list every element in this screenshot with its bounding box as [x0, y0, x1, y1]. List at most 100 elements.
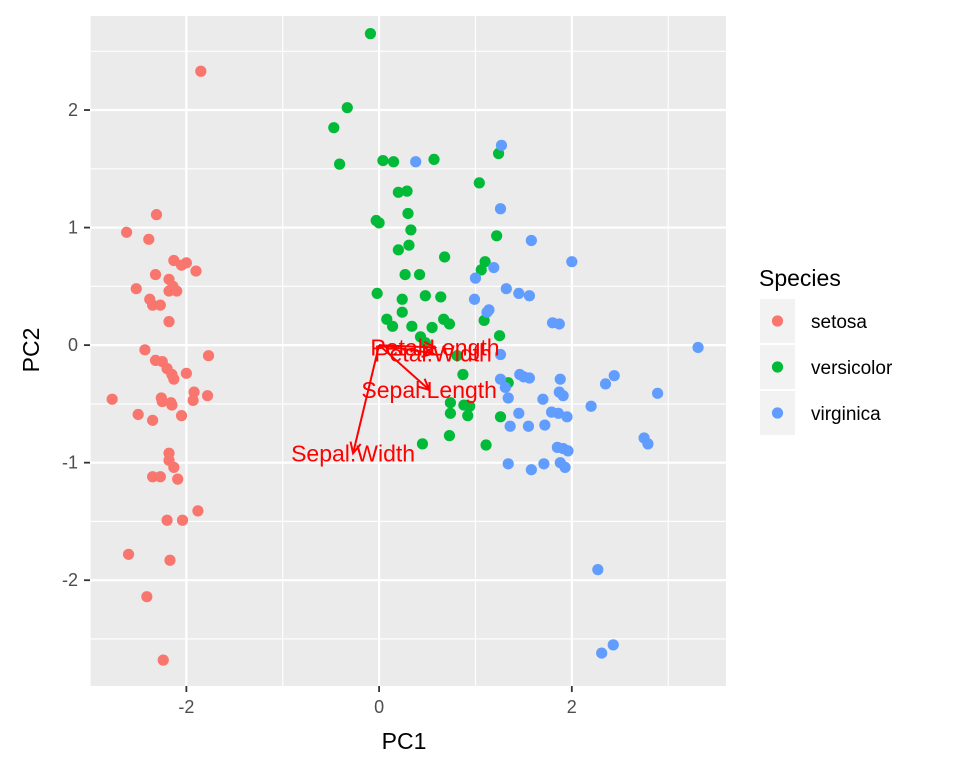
- data-point-setosa: [149, 268, 162, 281]
- data-point-setosa: [195, 65, 207, 77]
- data-point-virginica: [557, 390, 569, 402]
- loading-arrow: [378, 344, 430, 391]
- data-point-versicolor: [444, 397, 456, 409]
- data-point-setosa: [139, 344, 151, 356]
- data-point-virginica: [500, 283, 512, 295]
- data-point-virginica: [504, 420, 516, 432]
- data-point-setosa: [161, 514, 173, 526]
- data-point-virginica: [494, 203, 507, 215]
- data-point-setosa: [106, 393, 118, 405]
- data-point-versicolor: [428, 153, 440, 166]
- data-point-setosa: [175, 259, 188, 271]
- data-point-versicolor: [416, 438, 429, 450]
- data-point-setosa: [168, 373, 180, 385]
- y-tick-label: -2: [62, 570, 78, 590]
- data-point-versicolor: [493, 330, 506, 342]
- legend-label-versicolor: versicolor: [811, 358, 893, 379]
- data-point-setosa: [166, 399, 178, 411]
- data-point-virginica: [538, 458, 550, 470]
- data-point-setosa: [176, 514, 189, 526]
- data-point-setosa: [147, 471, 159, 483]
- data-point-setosa: [132, 408, 144, 421]
- data-point-versicolor: [392, 244, 404, 256]
- data-point-virginica: [607, 639, 619, 651]
- data-point-versicolor: [473, 177, 485, 189]
- axes: -2 0 2 -2 -1 0 1 2: [62, 100, 577, 717]
- data-point-versicolor: [392, 186, 404, 198]
- data-point-setosa: [154, 299, 166, 311]
- data-point-setosa: [121, 226, 133, 238]
- data-point-versicolor: [457, 368, 469, 381]
- data-point-virginica: [495, 139, 508, 151]
- data-point-versicolor: [435, 291, 447, 303]
- data-point-versicolor: [396, 293, 408, 305]
- data-point-versicolor: [443, 430, 456, 442]
- legend-key-point-versicolor: [771, 361, 784, 373]
- data-point-virginica: [469, 272, 482, 284]
- data-point-virginica: [523, 290, 536, 302]
- data-point-versicolor: [387, 156, 400, 168]
- data-point-setosa: [202, 350, 215, 362]
- data-point-virginica: [553, 318, 565, 330]
- data-point-versicolor: [475, 264, 487, 276]
- y-tick-label: 1: [68, 218, 78, 238]
- data-point-setosa: [164, 554, 176, 566]
- data-point-setosa: [188, 386, 200, 398]
- legend-label-virginica: virginica: [811, 404, 881, 425]
- data-point-versicolor: [371, 287, 383, 300]
- grid-minor: [89, 16, 726, 686]
- data-point-setosa: [163, 316, 175, 328]
- y-tick-label: 2: [68, 100, 78, 120]
- legend-title: Species: [759, 265, 841, 291]
- x-tick-label: -2: [178, 697, 194, 717]
- loading-label: Sepal.Width: [291, 440, 415, 466]
- data-point-setosa: [130, 283, 142, 295]
- data-point-versicolor: [364, 28, 377, 40]
- x-tick-label: 2: [567, 697, 577, 717]
- data-points: [106, 28, 704, 666]
- legend-key-point-virginica: [771, 407, 784, 419]
- data-point-virginica: [559, 461, 571, 473]
- data-point-versicolor: [386, 320, 399, 332]
- x-axis-title: PC1: [382, 728, 427, 754]
- data-point-virginica: [592, 564, 604, 576]
- data-point-versicolor: [402, 207, 414, 220]
- data-point-versicolor: [451, 350, 463, 362]
- data-point-virginica: [513, 287, 525, 300]
- data-point-versicolor: [341, 102, 353, 114]
- data-point-versicolor: [328, 122, 340, 134]
- data-point-virginica: [523, 372, 536, 384]
- data-point-versicolor: [426, 321, 438, 334]
- data-point-setosa: [150, 209, 163, 221]
- data-point-versicolor: [443, 318, 456, 330]
- legend: Species setosa versicolor virginica: [759, 265, 893, 435]
- data-point-versicolor: [464, 400, 476, 412]
- data-point-versicolor: [333, 158, 346, 170]
- data-point-setosa: [172, 473, 184, 485]
- data-point-versicolor: [396, 306, 408, 318]
- data-point-versicolor: [480, 439, 492, 451]
- data-point-versicolor: [373, 217, 385, 229]
- data-point-versicolor: [405, 224, 417, 236]
- loading-arrow: [352, 344, 381, 454]
- data-point-virginica: [525, 234, 537, 247]
- legend-label-setosa: setosa: [811, 312, 867, 333]
- data-point-virginica: [494, 348, 507, 361]
- data-point-virginica: [599, 378, 612, 390]
- data-point-setosa: [143, 233, 155, 245]
- data-point-virginica: [513, 407, 525, 419]
- x-tick-label: 0: [374, 697, 384, 717]
- y-axis-title: PC2: [18, 328, 44, 373]
- data-point-virginica: [642, 438, 654, 450]
- data-point-setosa: [122, 548, 135, 560]
- data-point-virginica: [566, 256, 578, 268]
- loading-arrowhead: [421, 345, 436, 358]
- data-point-versicolor: [419, 290, 431, 302]
- data-point-virginica: [410, 156, 422, 168]
- data-point-setosa: [190, 265, 202, 277]
- legend-key-point-setosa: [771, 315, 784, 327]
- data-point-virginica: [522, 420, 535, 432]
- y-tick-label: -1: [62, 453, 78, 473]
- data-point-versicolor: [401, 185, 413, 197]
